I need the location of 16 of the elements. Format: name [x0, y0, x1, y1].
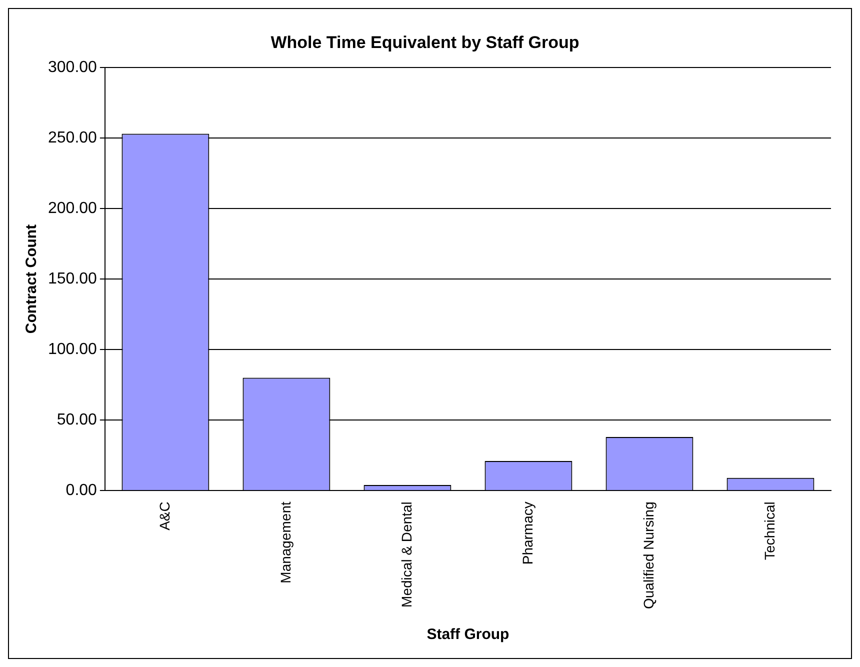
y-tick-label: 50.00: [56, 411, 98, 428]
x-tick-label: Qualified Nursing: [640, 502, 656, 610]
y-tick-label: 0.00: [66, 482, 98, 500]
x-tick-label: Pharmacy: [519, 502, 536, 565]
y-tick-label: 250.00: [48, 129, 98, 146]
chart-title: Whole Time Equivalent by Staff Group: [270, 32, 580, 52]
y-tick-label: 200.00: [48, 200, 98, 217]
x-tick-label: Technical: [761, 502, 778, 560]
x-tick-label: A&C: [156, 502, 172, 530]
x-axis-title: Staff Group: [426, 626, 510, 644]
y-tick-label: 300.00: [48, 58, 98, 76]
y-tick-label: 150.00: [48, 270, 98, 288]
y-tick-label: 100.00: [48, 340, 98, 358]
x-tick-label: Medical & Dental: [398, 502, 414, 608]
y-axis-title: Contract Count: [23, 224, 40, 334]
x-tick-label: Management: [277, 502, 294, 584]
